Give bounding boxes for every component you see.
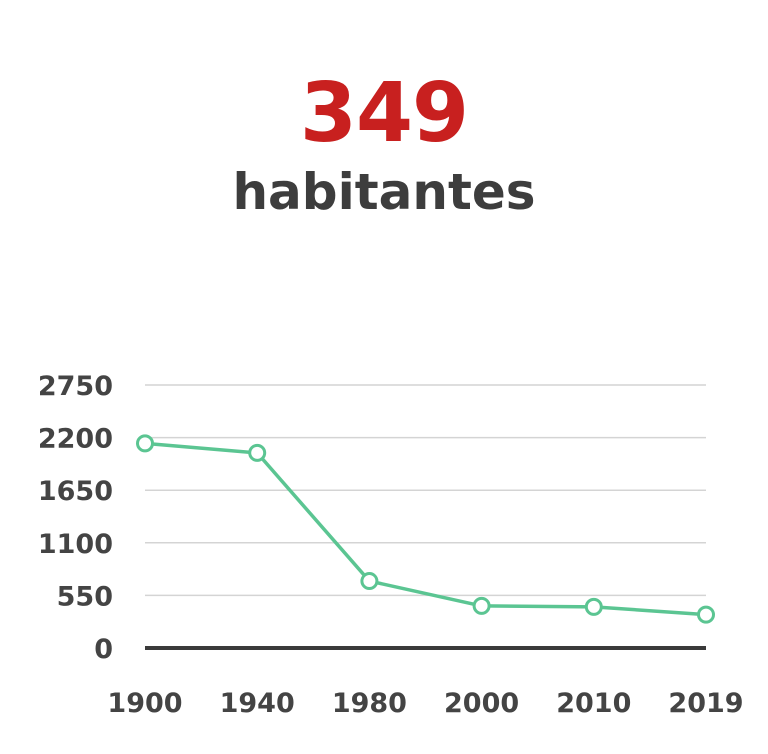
data-point — [584, 597, 603, 616]
population-label: habitantes — [232, 163, 536, 221]
x-tick-label: 2010 — [556, 688, 631, 719]
y-tick-label: 550 — [57, 581, 113, 612]
y-tick-label: 0 — [94, 634, 113, 665]
y-tick-label: 2750 — [38, 371, 113, 402]
x-tick-label: 1940 — [220, 688, 295, 719]
x-tick-label: 2019 — [668, 688, 743, 719]
y-tick-label: 2200 — [38, 424, 113, 455]
data-point — [472, 596, 491, 615]
population-line-chart: 0 550 1100 1650 2200 2750 1900 1940 1980 2000 2010… — [38, 371, 744, 719]
data-point — [360, 572, 379, 591]
x-tick-label: 1980 — [332, 688, 407, 719]
population-stat: 349 habitantes — [0, 66, 768, 224]
population-value: 349 — [299, 66, 469, 161]
data-point — [697, 605, 715, 624]
y-tick-label: 1650 — [38, 476, 113, 507]
series-line — [144, 441, 707, 617]
x-tick-label: 2000 — [444, 688, 519, 719]
x-tick-label: 1900 — [107, 688, 182, 719]
data-point — [248, 443, 267, 462]
y-tick-label: 1100 — [38, 529, 113, 560]
data-point — [136, 434, 154, 453]
